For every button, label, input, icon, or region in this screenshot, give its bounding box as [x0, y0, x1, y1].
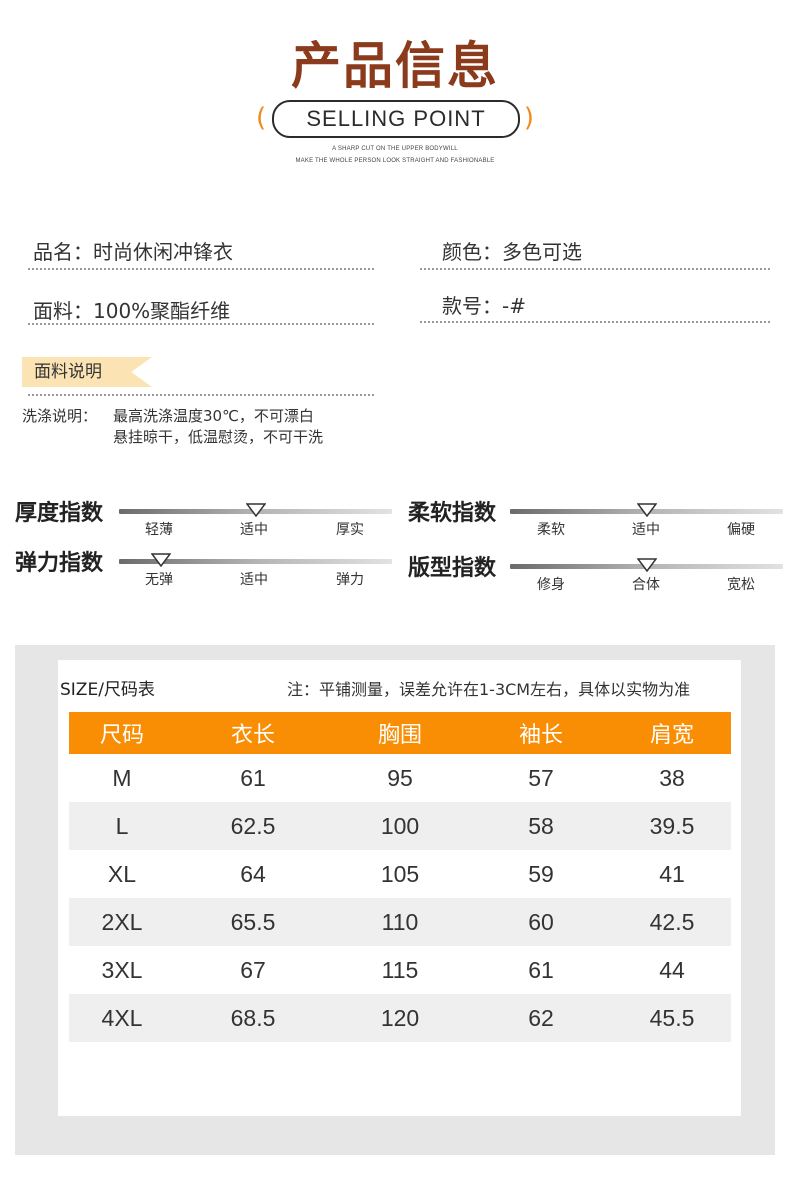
length-cell: 67 [240, 956, 266, 983]
elasticity-option-3: 弹力 [336, 572, 364, 588]
elasticity-label: 弹力指数 [15, 551, 104, 576]
product-fabric: 面料：100%聚酯纤维 [33, 299, 231, 323]
size-chart-note: 注：平铺测量，误差允许在1-3CM左右，具体以实物为准 [287, 680, 691, 699]
chest-cell: 100 [331, 802, 469, 850]
fit-marker-icon [637, 558, 657, 572]
tagline-1: A SHARP CUT ON THE UPPER BODYWILL [332, 146, 458, 152]
table-row: M 61 95 57 38 [69, 754, 731, 802]
size-cell: 3XL [101, 956, 143, 983]
chest-cell: 115 [381, 956, 419, 983]
sleeve-cell: 61 [528, 956, 554, 983]
chest-cell: 120 [331, 994, 469, 1042]
fabric-notes-label: 面料说明 [34, 362, 102, 382]
size-table-header: 尺码 衣长 胸围 袖长 肩宽 [69, 712, 731, 754]
size-cell: L [69, 802, 175, 850]
chest-cell: 110 [331, 898, 469, 946]
column-header-shoulder: 肩宽 [613, 712, 731, 754]
sleeve-cell: 59 [528, 860, 554, 887]
left-paren: ( [256, 103, 267, 133]
fit-label: 版型指数 [408, 556, 497, 581]
right-paren: ) [523, 103, 534, 133]
size-table: 尺码 衣长 胸围 袖长 肩宽 M 61 95 57 38 L 62.5 100 … [69, 712, 731, 1042]
tagline-2: MAKE THE WHOLE PERSON LOOK STRAIGHT AND … [295, 158, 495, 164]
shoulder-cell: 41 [659, 860, 685, 887]
sleeve-cell: 62 [469, 994, 613, 1042]
fit-option-3: 宽松 [727, 577, 755, 593]
thickness-label: 厚度指数 [15, 501, 104, 526]
page-title: 产品信息 [291, 37, 499, 95]
chest-cell: 105 [380, 860, 420, 887]
selling-point-banner: ( SELLING POINT ) [256, 100, 534, 138]
softness-option-3: 偏硬 [727, 522, 755, 538]
size-cell: 4XL [69, 994, 175, 1042]
elasticity-option-2: 适中 [240, 572, 268, 588]
length-cell: 68.5 [175, 994, 331, 1042]
thickness-option-2: 适中 [240, 522, 268, 538]
elasticity-marker-icon [151, 553, 171, 567]
softness-label: 柔软指数 [408, 501, 497, 526]
size-cell: M [112, 764, 132, 791]
tag-background [22, 357, 152, 387]
thickness-marker-icon [246, 503, 266, 517]
selling-point-label: SELLING POINT [272, 100, 520, 138]
column-header-size: 尺码 [69, 712, 175, 754]
table-row: 3XL 67 115 61 44 [69, 946, 731, 994]
fabric-notes-tag: 面料说明 [22, 357, 152, 387]
elasticity-scale-bar [119, 559, 392, 564]
shoulder-cell: 45.5 [613, 994, 731, 1042]
product-style-no: 款号：-# [442, 294, 526, 318]
sleeve-cell: 60 [469, 898, 613, 946]
table-row: 4XL 68.5 120 62 45.5 [69, 994, 731, 1042]
table-row: XL 64 105 59 41 [69, 850, 731, 898]
softness-option-2: 适中 [632, 522, 660, 538]
thickness-option-1: 轻薄 [145, 522, 173, 538]
length-cell: 62.5 [175, 802, 331, 850]
table-row: L 62.5 100 58 39.5 [69, 802, 731, 850]
shoulder-cell: 44 [659, 956, 685, 983]
size-cell: 2XL [69, 898, 175, 946]
thickness-option-3: 厚实 [336, 522, 364, 538]
divider [420, 321, 770, 323]
length-cell: 65.5 [175, 898, 331, 946]
product-name: 品名：时尚休闲冲锋衣 [33, 240, 233, 264]
divider [28, 268, 374, 270]
column-header-sleeve: 袖长 [469, 712, 613, 754]
length-cell: 64 [240, 860, 266, 887]
column-header-chest: 胸围 [331, 712, 469, 754]
wash-label: 洗涤说明： [22, 407, 98, 425]
divider [28, 394, 374, 396]
elasticity-option-1: 无弹 [145, 572, 173, 588]
divider [420, 268, 770, 270]
wash-line-2: 悬挂晾干，低温慰烫，不可干洗 [113, 428, 324, 446]
size-cell: XL [107, 860, 137, 887]
sleeve-cell: 57 [528, 764, 554, 791]
sleeve-cell: 58 [469, 802, 613, 850]
wash-line-1: 最高洗涤温度30℃，不可漂白 [113, 407, 314, 425]
shoulder-cell: 38 [659, 764, 685, 791]
softness-option-1: 柔软 [537, 522, 565, 538]
shoulder-cell: 39.5 [613, 802, 731, 850]
fit-option-1: 修身 [537, 577, 565, 593]
chest-cell: 95 [387, 764, 413, 791]
shoulder-cell: 42.5 [613, 898, 731, 946]
column-header-length: 衣长 [175, 712, 331, 754]
fit-option-2: 合体 [632, 577, 660, 593]
length-cell: 61 [240, 764, 266, 791]
softness-marker-icon [637, 503, 657, 517]
table-row: 2XL 65.5 110 60 42.5 [69, 898, 731, 946]
size-chart-title: SIZE/尺码表 [60, 680, 155, 700]
divider [28, 323, 374, 325]
product-color: 颜色：多色可选 [442, 240, 582, 264]
